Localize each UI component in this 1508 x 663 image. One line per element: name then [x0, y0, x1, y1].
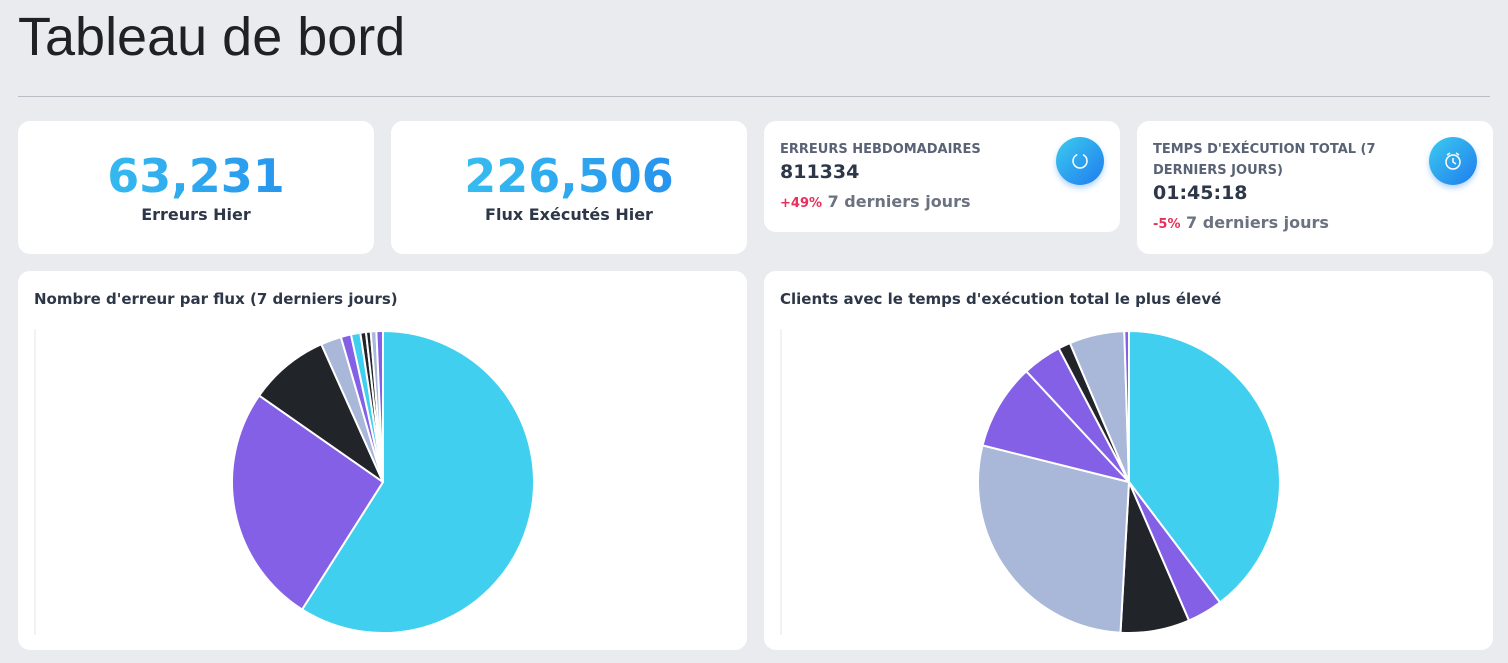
- kpi-period: 7 derniers jours: [827, 192, 971, 211]
- kpi-icon: [1056, 137, 1104, 185]
- pie-slice: [301, 330, 535, 634]
- stat-value: 226,506: [391, 149, 747, 203]
- kpi-card: TEMPS D'EXÉCUTION TOTAL (7 DERNIERS JOUR…: [1137, 121, 1493, 254]
- pie-slice: [981, 370, 1130, 483]
- pie-slice: [375, 330, 384, 483]
- stat-label: Flux Exécutés Hier: [485, 205, 653, 224]
- pie-slice: [1128, 330, 1281, 604]
- chart-title: Nombre d'erreur par flux (7 derniers jou…: [34, 290, 398, 308]
- pie-slice: [1123, 330, 1130, 483]
- kpi-card: ERREURS HEBDOMADAIRES 811334 +49% 7 dern…: [764, 121, 1120, 232]
- chart-title: Clients avec le temps d'exécution total …: [780, 290, 1222, 308]
- kpi-title: TEMPS D'EXÉCUTION TOTAL (7 DERNIERS JOUR…: [1153, 142, 1376, 178]
- stat-value: 63,231: [18, 149, 374, 203]
- chart-card: Nombre d'erreur par flux (7 derniers jou…: [18, 271, 747, 650]
- pie-chart: [780, 329, 1281, 635]
- kpi-title: ERREURS HEBDOMADAIRES: [780, 142, 981, 157]
- kpi-value: 811334: [780, 161, 860, 183]
- stat-label: Erreurs Hier: [141, 205, 251, 224]
- kpi-icon: [1429, 137, 1477, 185]
- pie-slice: [231, 394, 384, 611]
- kpi-change: +49%: [780, 196, 823, 211]
- kpi-value: 01:45:18: [1153, 182, 1248, 204]
- icon-glyph: [1072, 153, 1088, 169]
- pie-slice: [977, 444, 1130, 634]
- page-title: Tableau de bord: [18, 7, 406, 67]
- kpi-change: -5%: [1153, 217, 1181, 232]
- stat-card: 63,231 Erreurs Hier: [18, 121, 374, 254]
- pie-chart: [34, 329, 535, 635]
- chart-card: Clients avec le temps d'exécution total …: [764, 271, 1493, 650]
- kpi-period: 7 derniers jours: [1186, 213, 1329, 232]
- stat-card: 226,506 Flux Exécutés Hier: [391, 121, 747, 254]
- divider: [18, 96, 1490, 97]
- icon-glyph: [1445, 152, 1461, 170]
